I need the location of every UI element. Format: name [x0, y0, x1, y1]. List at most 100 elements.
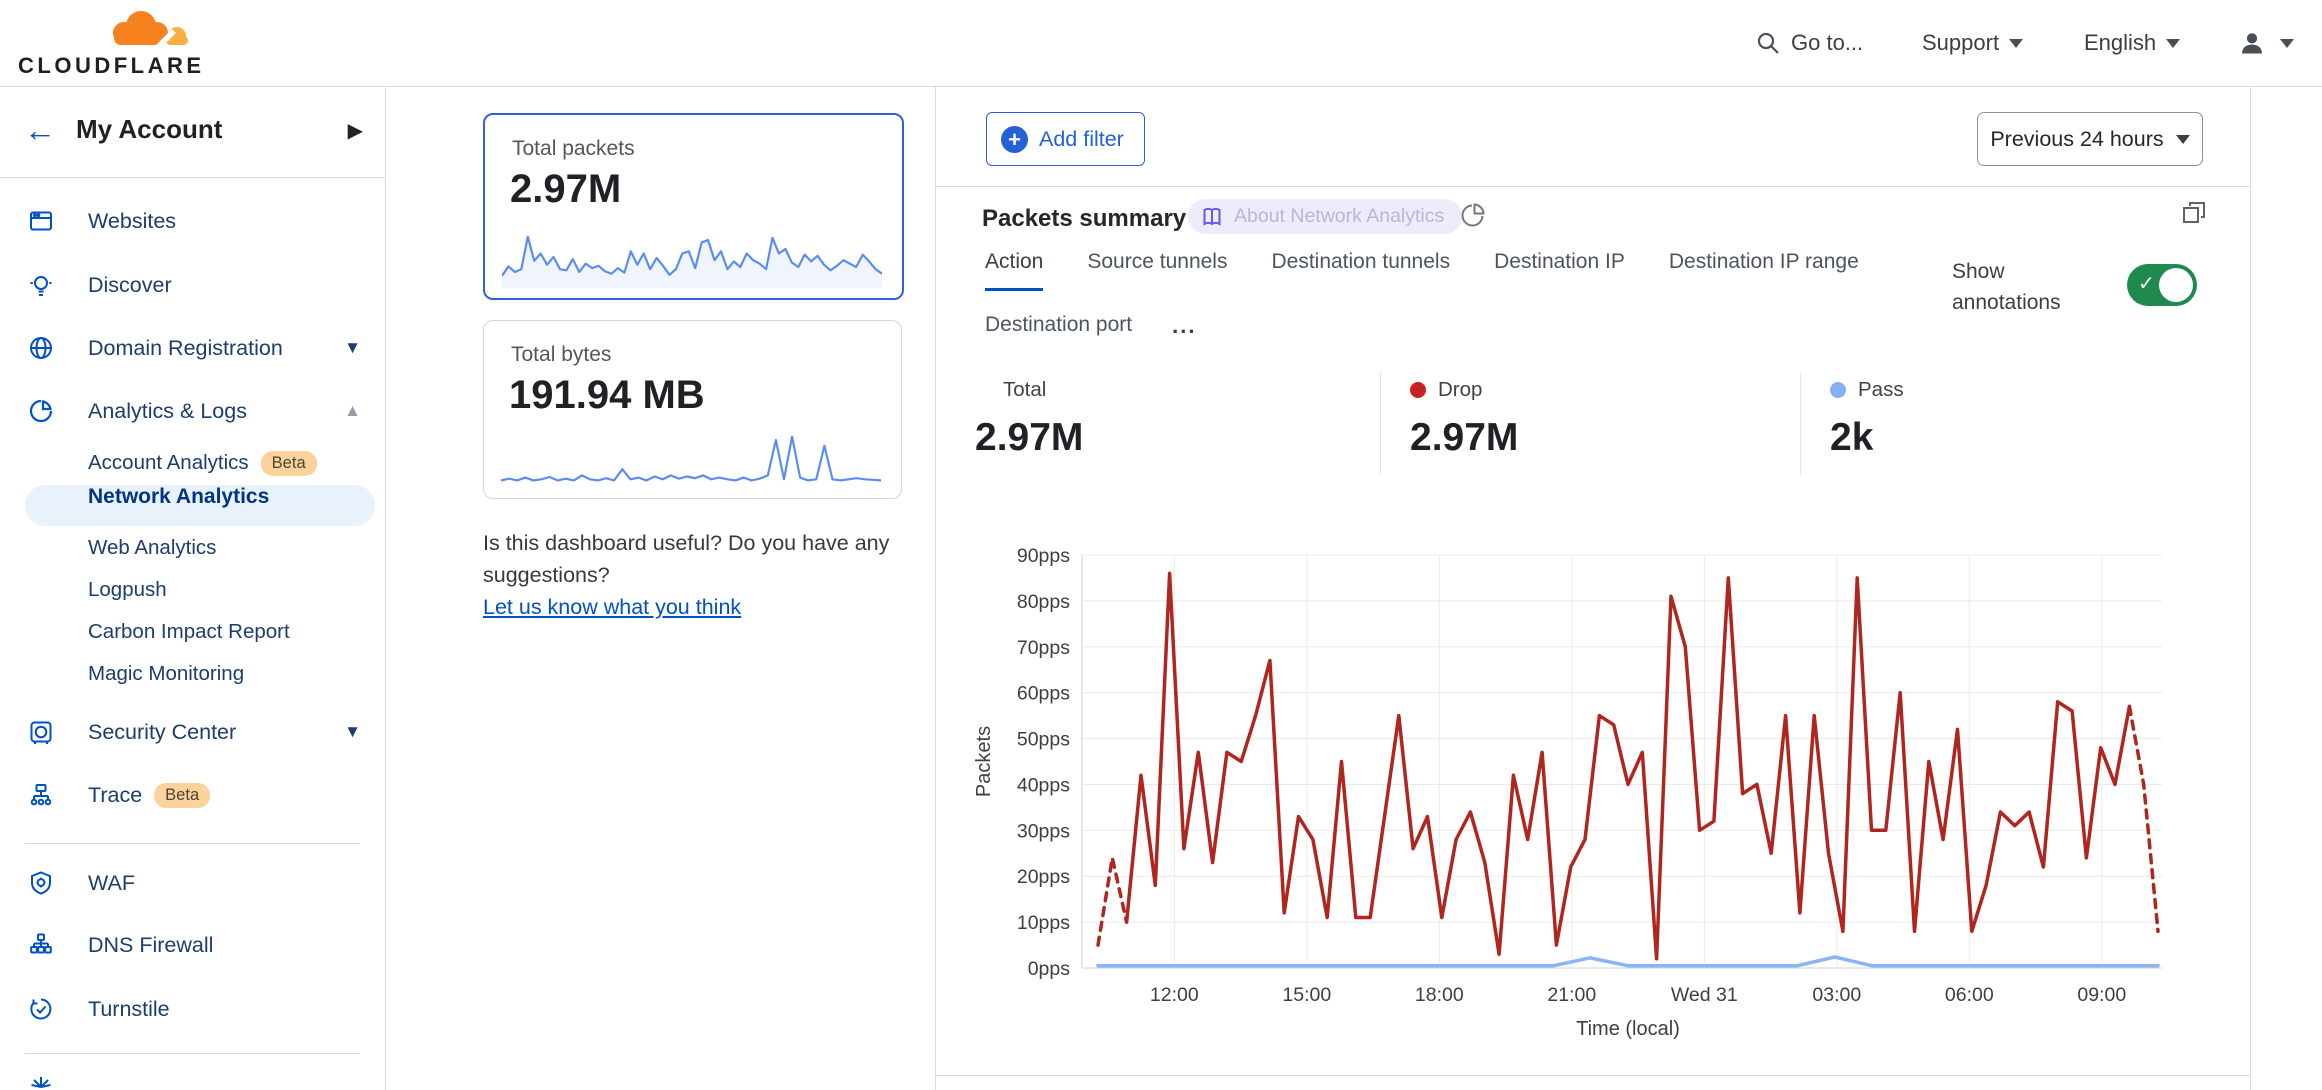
sidebar-item-waf[interactable]: WAF	[0, 856, 385, 910]
chevron-up-icon: ▲	[344, 401, 361, 420]
total-packets-card[interactable]: Total packets 2.97M	[483, 113, 904, 300]
sidebar-item-label[interactable]: Network Analytics	[88, 485, 270, 508]
svg-text:Packets: Packets	[973, 726, 995, 797]
svg-text:90pps: 90pps	[1017, 545, 1070, 567]
goto-search[interactable]: Go to...	[1755, 0, 1863, 86]
feedback-text: suggestions?	[483, 563, 610, 587]
tab-destination-tunnels[interactable]: Destination tunnels	[1271, 250, 1451, 273]
sidebar-item-turnstile[interactable]: Turnstile	[0, 982, 385, 1036]
sidebar-item-security-center[interactable]: Security Center ▼	[0, 705, 385, 759]
chevron-right-icon[interactable]: ▶	[347, 120, 363, 142]
cloudflare-cloud-icon	[94, 9, 204, 53]
sidebar-item-carbon-impact-report[interactable]: Carbon Impact Report	[0, 612, 385, 652]
chevron-down-icon	[2280, 38, 2294, 48]
svg-text:21:00: 21:00	[1547, 984, 1596, 1006]
svg-text:15:00: 15:00	[1282, 984, 1331, 1006]
sidebar-item-label: Web Analytics	[88, 536, 217, 559]
svg-text:70pps: 70pps	[1017, 637, 1070, 659]
feedback-link[interactable]: Let us know what you think	[483, 595, 742, 619]
stat-label: Total	[1003, 378, 1047, 401]
sidebar-item-discover[interactable]: Discover	[0, 258, 385, 312]
pass-legend-dot	[1830, 382, 1846, 398]
svg-text:30pps: 30pps	[1017, 820, 1070, 842]
dimension-tabs-row2: Destination port ...	[985, 313, 1196, 351]
about-badge-label: About Network Analytics	[1234, 205, 1445, 227]
security-safe-icon	[28, 719, 54, 745]
sidebar-item-account-analytics[interactable]: Account Analytics Beta	[0, 443, 385, 483]
stat-value: 2k	[1830, 416, 1874, 459]
main-right-divider	[2250, 86, 2251, 1090]
show-annotations-toggle[interactable]: ✓	[2127, 264, 2197, 306]
total-bytes-card[interactable]: Total bytes 191.94 MB	[483, 320, 902, 499]
tab-destination-ip[interactable]: Destination IP	[1494, 250, 1625, 273]
support-label: Support	[1922, 30, 2000, 55]
stat-label: Drop	[1438, 378, 1483, 401]
panel-title: Packets summary	[982, 205, 1187, 232]
tab-source-tunnels[interactable]: Source tunnels	[1087, 250, 1228, 273]
sidebar-item-network-analytics-selected[interactable]	[25, 485, 375, 526]
sidebar-item-magic-monitoring[interactable]: Magic Monitoring	[0, 654, 385, 694]
ip-burst-icon	[28, 1074, 54, 1090]
sidebar-item-label: Turnstile	[88, 996, 170, 1021]
language-label: English	[2084, 30, 2157, 55]
panel-bottom-divider	[936, 1075, 2250, 1076]
language-menu[interactable]: English	[2084, 0, 2181, 86]
time-range-dropdown[interactable]: Previous 24 hours	[1977, 112, 2203, 166]
sidebar-item-logpush[interactable]: Logpush	[0, 570, 385, 610]
packets-time-series-chart[interactable]: 0pps 10pps 20pps 30pps 40pps 50pps 60pps 70pps 8…	[950, 540, 2260, 1040]
tab-destination-ip-range[interactable]: Destination IP range	[1668, 250, 1859, 273]
cloudflare-logo[interactable]: CLOUDFLARE	[16, 5, 201, 81]
about-network-analytics-badge[interactable]: About Network Analytics	[1188, 199, 1463, 234]
sidebar-item-label: Analytics & Logs	[88, 398, 247, 423]
tab-action[interactable]: Action	[985, 250, 1044, 291]
tab-destination-port[interactable]: Destination port	[985, 313, 1133, 336]
svg-text:10pps: 10pps	[1017, 912, 1070, 934]
svg-text:50pps: 50pps	[1017, 729, 1070, 751]
svg-text:12:00: 12:00	[1150, 984, 1199, 1006]
sidebar-item-label: Account Analytics	[88, 451, 249, 474]
overview-main-divider	[935, 86, 936, 1090]
beta-badge: Beta	[154, 782, 211, 808]
sidebar-item-label: Carbon Impact Report	[88, 620, 290, 643]
sidebar-item-web-analytics[interactable]: Web Analytics	[0, 528, 385, 568]
more-tabs-button[interactable]: ...	[1172, 313, 1197, 338]
add-filter-label: Add filter	[1039, 126, 1124, 151]
sidebar-item-websites[interactable]: Websites	[0, 194, 385, 248]
svg-text:40pps: 40pps	[1017, 774, 1070, 796]
sidebar-item-label: Discover	[88, 272, 172, 297]
show-annotations-label: Show annotations	[1952, 260, 2061, 314]
analytics-pie-icon	[28, 398, 54, 424]
stat-label: Pass	[1858, 378, 1904, 401]
stat-drop: Drop 2.97M	[1380, 372, 1800, 475]
bytes-sparkline	[501, 435, 881, 482]
user-menu[interactable]	[2238, 0, 2294, 86]
account-title: My Account	[76, 114, 223, 144]
svg-text:20pps: 20pps	[1017, 866, 1070, 888]
expand-panel-icon[interactable]	[2180, 198, 2208, 226]
packets-sparkline	[502, 235, 882, 288]
svg-text:80pps: 80pps	[1017, 591, 1070, 613]
sidebar-item-domain-registration[interactable]: Domain Registration ▼	[0, 321, 385, 375]
sidebar-item-label: Security Center	[88, 719, 237, 744]
svg-text:09:00: 09:00	[2077, 984, 2126, 1006]
sidebar: ← My Account ▶ Websites Discove	[0, 86, 385, 1090]
shield-waf-icon	[28, 870, 54, 896]
goto-label: Go to...	[1791, 30, 1864, 55]
sidebar-item-label: Websites	[88, 208, 177, 233]
svg-text:18:00: 18:00	[1415, 984, 1464, 1006]
check-icon: ✓	[2138, 273, 2155, 295]
pie-chart-icon[interactable]	[1459, 201, 1487, 229]
chevron-down-icon	[2175, 134, 2190, 144]
back-arrow-icon[interactable]: ←	[24, 112, 56, 148]
globe-icon	[28, 335, 54, 361]
account-header: ← My Account ▶	[0, 86, 385, 178]
sidebar-item-analytics-logs[interactable]: Analytics & Logs ▲	[0, 384, 385, 438]
sidebar-item-label: Logpush	[88, 578, 167, 601]
time-range-label: Previous 24 hours	[1990, 126, 2164, 151]
add-filter-button[interactable]: + Add filter	[986, 112, 1145, 166]
svg-text:06:00: 06:00	[1945, 984, 1994, 1006]
support-menu[interactable]: Support	[1922, 0, 2024, 86]
sidebar-item-dns-firewall[interactable]: DNS Firewall	[0, 918, 385, 972]
lightbulb-icon	[28, 272, 54, 298]
sidebar-item-trace[interactable]: Trace Beta	[0, 768, 385, 822]
